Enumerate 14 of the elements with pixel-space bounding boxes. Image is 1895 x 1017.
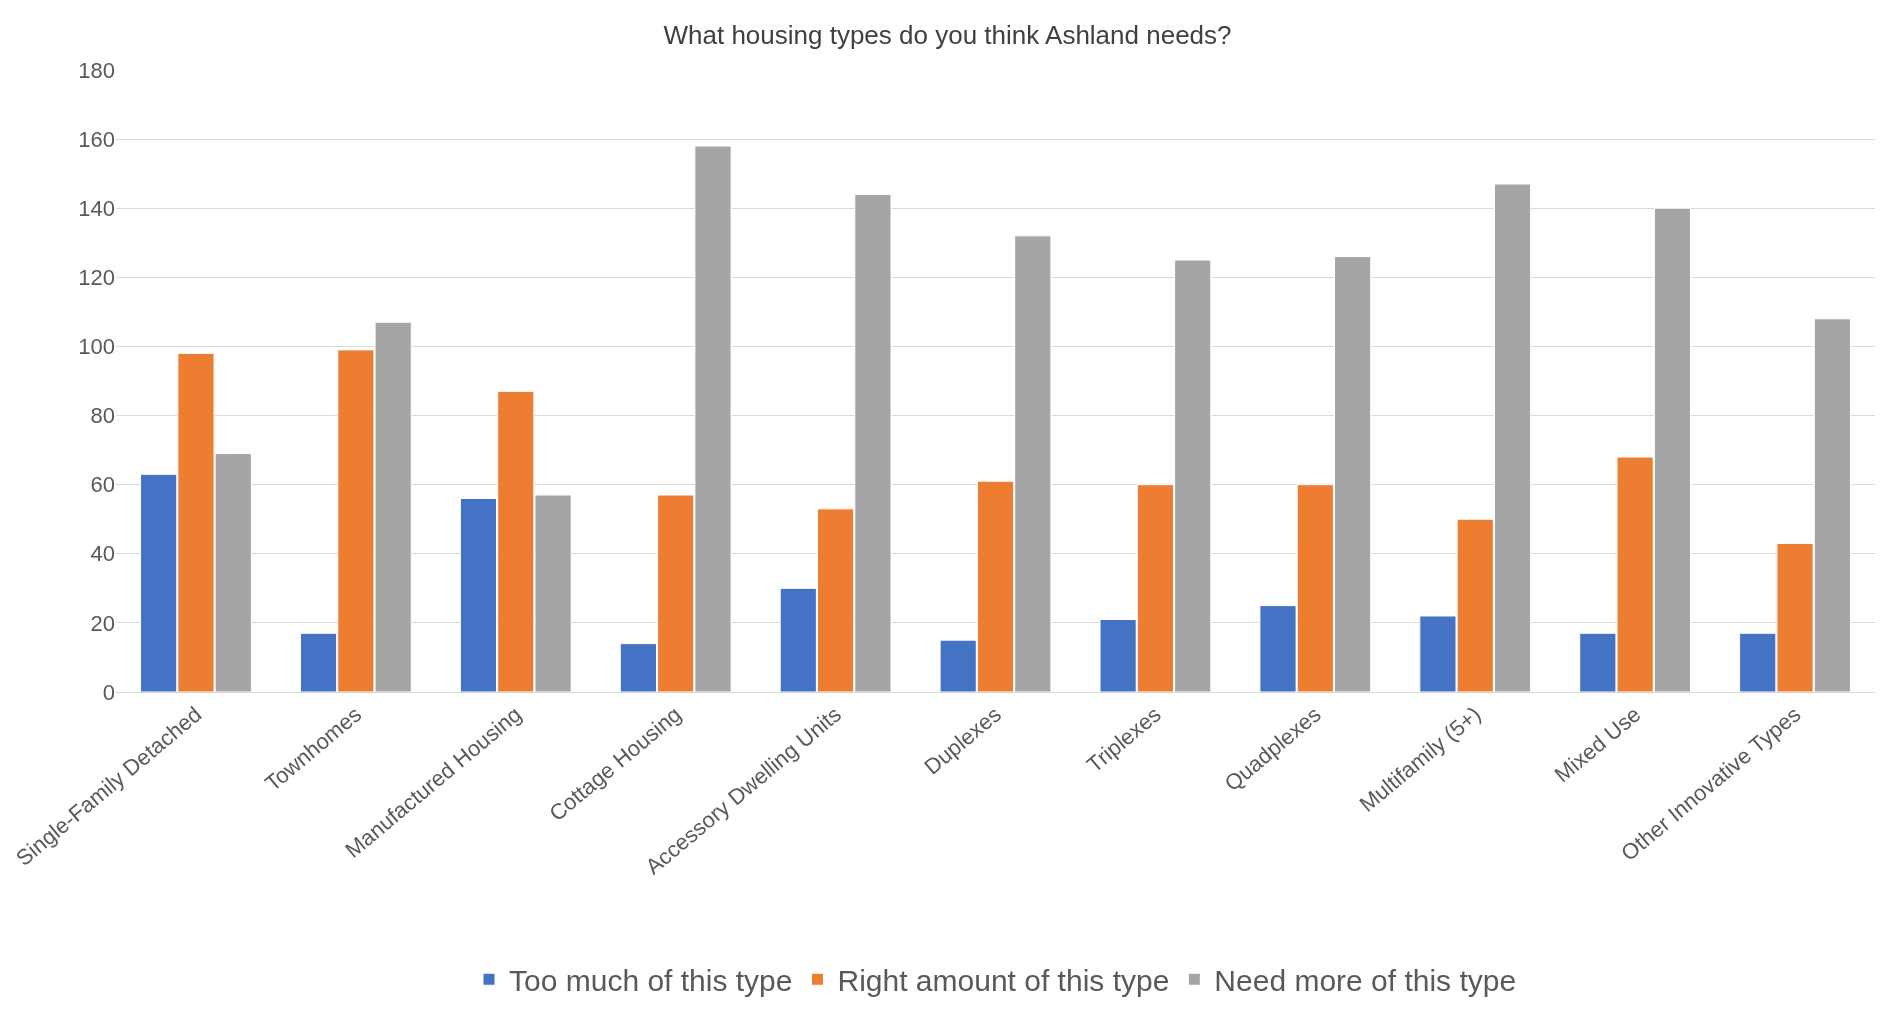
y-tick-label: 180	[78, 57, 115, 83]
chart-title: What housing types do you think Ashland needs?	[663, 19, 1232, 50]
legend-label: Too much of this type	[509, 963, 793, 997]
y-tick-label: 60	[90, 472, 115, 498]
y-tick-label: 40	[90, 541, 115, 567]
y-tick-label: 20	[90, 610, 115, 636]
y-tick-label: 80	[90, 403, 115, 429]
y-tick-label: 100	[78, 334, 115, 360]
y-tick-label: 120	[78, 265, 115, 291]
legend-label: Need more of this type	[1214, 963, 1517, 997]
legend-label: Right amount of this type	[837, 963, 1170, 997]
y-tick-label: 140	[78, 195, 115, 221]
y-tick-label: 160	[78, 126, 115, 152]
y-tick-label: 0	[102, 679, 115, 705]
